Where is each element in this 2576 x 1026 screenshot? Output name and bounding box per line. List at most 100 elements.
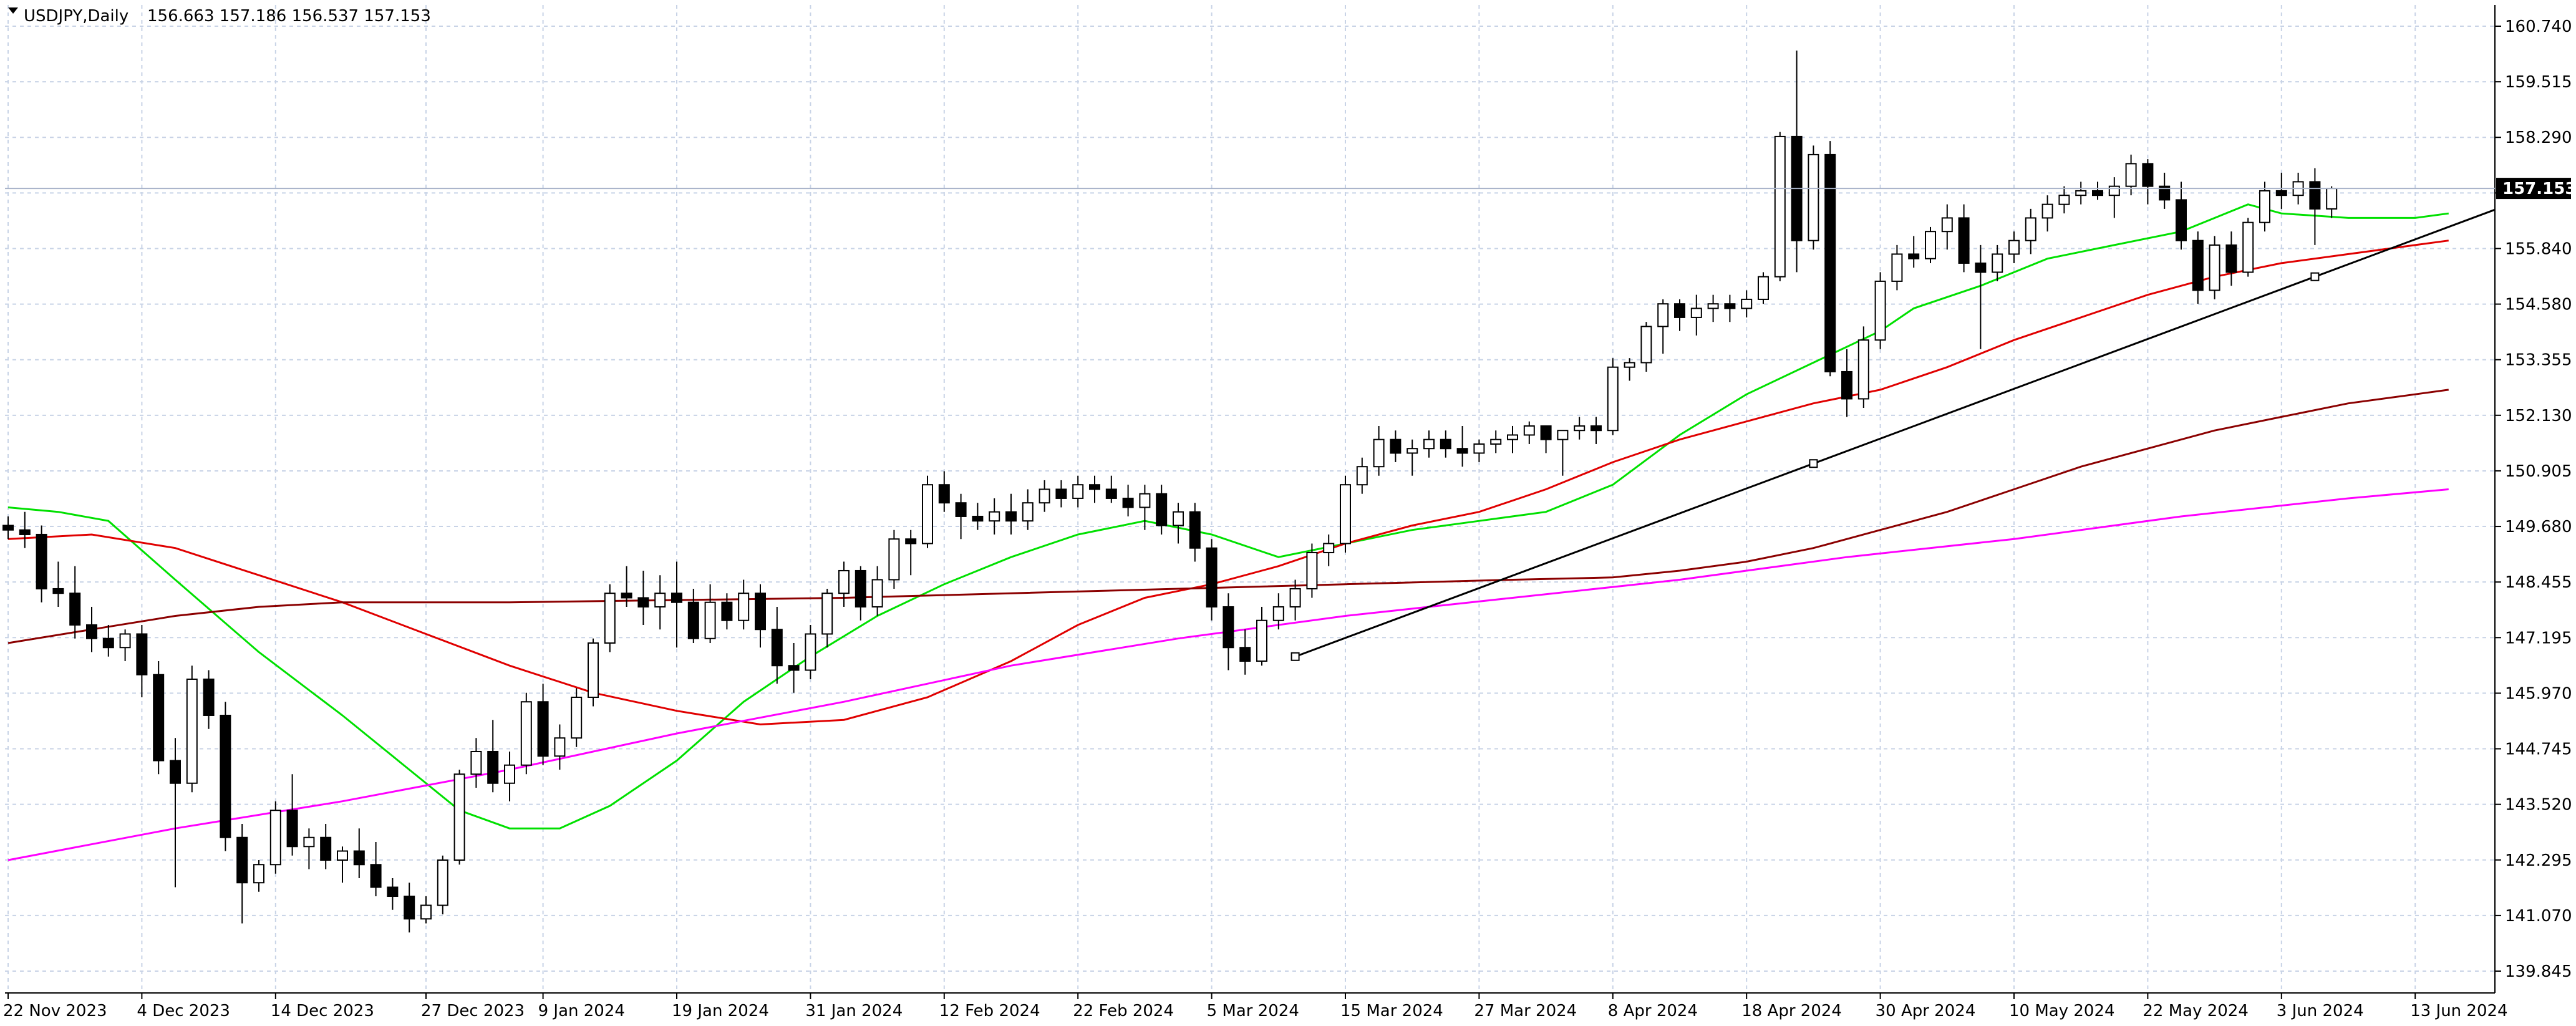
candle-body (504, 764, 515, 784)
moving-average-line-1 (7, 203, 2449, 830)
y-tick-label: 149.680 (2505, 518, 2572, 536)
candle-body (1640, 326, 1652, 364)
candle-body (1958, 217, 1970, 264)
time-axis[interactable]: 22 Nov 2023 4 Dec 2023 14 Dec 2023 27 Dec 2… (3, 993, 2508, 1020)
candle-body (520, 701, 532, 766)
candle-body (2192, 240, 2204, 291)
candle-body (1340, 484, 1351, 544)
candle-body (537, 701, 549, 757)
candle-body (2326, 188, 2338, 210)
candle-body (136, 633, 148, 675)
candle-body (671, 593, 682, 603)
candle-body (1557, 430, 1569, 440)
candle-body (821, 593, 833, 635)
trendline-anchor-handle[interactable] (1290, 652, 1300, 661)
y-tick-label: 154.580 (2505, 296, 2572, 314)
candle-body (2259, 190, 2270, 223)
candle-body (420, 904, 432, 920)
y-tick-label: 159.515 (2505, 73, 2572, 92)
y-tick-label: 160.740 (2505, 17, 2572, 36)
candle-body (838, 569, 850, 594)
candle-body (1022, 502, 1034, 522)
candle-body (588, 642, 599, 698)
candle-body (437, 859, 448, 906)
y-tick-label: 155.840 (2505, 240, 2572, 258)
candle-body (1256, 619, 1267, 662)
candle-body (1992, 253, 2003, 273)
candle-body (86, 624, 97, 639)
candle-body (922, 484, 933, 544)
candle-body (1490, 438, 1502, 445)
price-axis[interactable]: 160.740159.515158.290157.065155.840154.5… (2495, 17, 2572, 981)
candle-body (203, 678, 215, 716)
x-tick-label: 27 Mar 2024 (1474, 1002, 1577, 1020)
candle-body (554, 737, 566, 757)
candle-body (153, 674, 165, 762)
x-tick-label: 10 May 2024 (2009, 1002, 2115, 1020)
y-tick-label: 153.355 (2505, 351, 2572, 370)
x-tick-label: 30 Apr 2024 (1876, 1002, 1976, 1020)
candle-body (1758, 276, 1769, 300)
y-tick-label: 142.295 (2505, 851, 2572, 870)
candle-body (2058, 195, 2070, 205)
candle-body (320, 836, 332, 861)
y-tick-label: 145.970 (2505, 684, 2572, 703)
x-tick-label: 19 Jan 2024 (672, 1002, 769, 1020)
candle-body (1390, 438, 1402, 454)
y-tick-label: 158.290 (2505, 128, 2572, 147)
candle-body (2108, 185, 2120, 196)
candle-body (102, 637, 114, 649)
candle-body (1657, 303, 1669, 327)
candle-body (1690, 307, 1702, 318)
candle-body (738, 593, 750, 621)
candle-body (1139, 493, 1151, 508)
candle-body (1456, 448, 1468, 454)
candle-body (170, 760, 181, 784)
candle-body (888, 538, 900, 581)
x-tick-label: 18 Apr 2024 (1741, 1002, 1842, 1020)
candle-body (1707, 303, 1719, 309)
trendline[interactable] (1295, 208, 2496, 658)
candle-body (571, 696, 583, 739)
y-tick-label: 147.195 (2505, 629, 2572, 647)
candle-body (2176, 199, 2187, 241)
candle-body (704, 601, 716, 639)
candle-body (1356, 466, 1368, 486)
candle-body (1808, 153, 1819, 241)
x-tick-label: 22 Feb 2024 (1073, 1002, 1174, 1020)
candle-body (69, 593, 81, 626)
x-tick-label: 27 Dec 2023 (421, 1002, 525, 1020)
candle-body (253, 864, 264, 884)
candle-body (1925, 231, 1936, 259)
candle-body (2225, 244, 2237, 273)
candle-body (1323, 543, 1335, 553)
candle-body (2209, 244, 2220, 291)
candle-body (2092, 190, 2103, 196)
candle-body (1607, 366, 1619, 432)
candle-body (337, 850, 348, 861)
candle-body (1741, 298, 1753, 309)
candle-body (2309, 181, 2321, 210)
candle-body (404, 896, 415, 920)
candle-body (1574, 425, 1586, 432)
candle-body (1975, 262, 1987, 273)
candle-body (1473, 443, 1485, 454)
candle-body (2275, 190, 2287, 196)
trendline-anchor-handle[interactable] (2310, 272, 2320, 281)
candle-body (1624, 362, 1635, 368)
candle-body (972, 515, 984, 522)
trendline-anchor-handle[interactable] (1809, 459, 1818, 468)
candle-body (1908, 253, 1920, 259)
candle-body (269, 810, 281, 866)
candle-body (1841, 370, 1852, 400)
candle-body (353, 850, 365, 866)
candle-body (2041, 203, 2053, 219)
x-tick-label: 22 May 2024 (2143, 1002, 2249, 1020)
trendline-layer[interactable] (1290, 208, 2496, 661)
x-tick-label: 4 Dec 2023 (137, 1002, 230, 1020)
candle-body (2159, 185, 2171, 201)
symbol-dropdown-icon[interactable] (8, 7, 18, 14)
candle-body (1724, 303, 1736, 309)
